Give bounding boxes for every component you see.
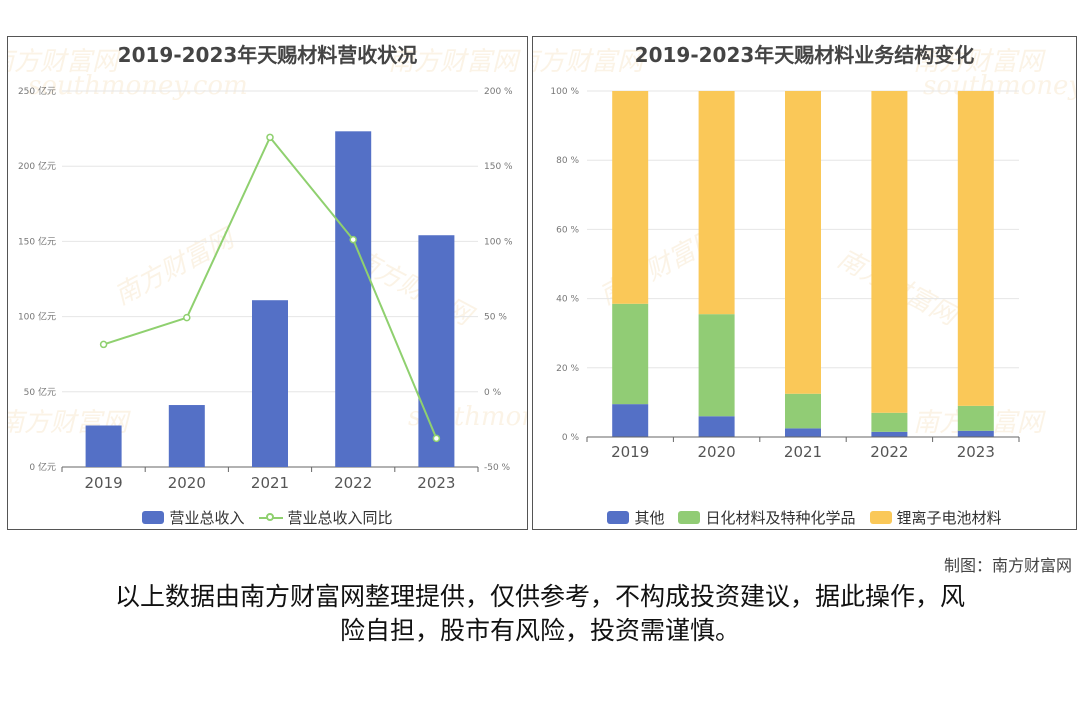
x-tick-label: 2019 (85, 474, 123, 492)
y-tick-label-left: 50 亿元 (24, 386, 56, 398)
legend-swatch (869, 511, 892, 524)
y-tick-label: 60 % (556, 225, 579, 235)
x-tick-label: 2021 (251, 474, 289, 492)
revenue-chart: 0 亿元 50 亿元 100 亿元 150 亿元 200 亿元 250 亿元 -50 % 0 … (18, 85, 513, 492)
legend-item-battery-materials[interactable]: 锂离子电池材料 (869, 507, 1002, 528)
structure-chart: 0 % 20 % 40 % 60 % 80 % 100 % 2019 2020 2021 2022… (550, 87, 1020, 461)
x-tick-label: 2020 (168, 474, 206, 492)
stacked-bar-segment (698, 314, 735, 417)
revenue-bar (252, 300, 288, 467)
structure-chart-panel: 南方财富网 南方财富网 southmoney.com 南方财富网 南方财富网 南… (532, 36, 1077, 530)
stacked-bar-segment (612, 91, 649, 304)
legend-label: 日化材料及特种化学品 (705, 509, 856, 527)
x-tick-label: 2019 (611, 443, 649, 461)
disclaimer: 以上数据由南方财富网整理提供，仅供参考，不构成投资建议，据此操作，风 险自担，股… (70, 580, 1010, 648)
yoy-point (99, 340, 108, 349)
stacked-bar-segment (612, 303, 649, 405)
y-tick-label: 0 % (562, 433, 580, 443)
chart-title: 2019-2023年天赐材料营收状况 (117, 43, 418, 67)
y-tick-label-right: 100 % (484, 237, 513, 247)
y-tick-label: 100 % (550, 87, 579, 97)
y-tick-label: 40 % (556, 295, 579, 305)
legend-swatch (607, 511, 630, 524)
x-tick-label: 2021 (784, 443, 822, 461)
y-tick-label-left: 100 亿元 (18, 311, 56, 323)
revenue-bar (335, 131, 372, 467)
y-tick-label-right: -50 % (484, 463, 511, 473)
legend: 其他 日化材料及特种化学品 锂离子电池材料 (533, 507, 1076, 528)
stacked-bar-segment (957, 405, 994, 431)
x-tick-label: 2022 (334, 474, 372, 492)
stacked-bar-segment (612, 404, 649, 437)
revenue-chart-panel: 南方财富网 southmoney.com 南方财富网 南方财富网 南方财富网 南… (7, 36, 528, 530)
revenue-bar (85, 425, 122, 467)
yoy-point (349, 235, 357, 244)
y-tick-label-right: 200 % (484, 87, 513, 97)
legend-swatch (678, 511, 701, 524)
legend-swatch (258, 512, 283, 524)
legend-label: 营业总收入同比 (287, 509, 393, 527)
legend: 营业总收入 营业总收入同比 (8, 507, 527, 528)
x-tick-label: 2023 (957, 443, 995, 461)
yoy-point (266, 133, 274, 142)
y-tick-label-left: 250 亿元 (18, 85, 56, 97)
stacked-bar-segment (785, 393, 821, 429)
y-tick-label-right: 150 % (484, 162, 513, 172)
legend-swatch (142, 511, 165, 524)
stacked-bar-segment (871, 91, 908, 413)
credit-text: 制图：南方财富网 (943, 556, 1072, 575)
legend-item-revenue-yoy[interactable]: 营业总收入同比 (258, 507, 393, 528)
revenue-bar (418, 235, 455, 467)
stacked-bar-segment (785, 91, 821, 394)
legend-item-revenue[interactable]: 营业总收入 (142, 507, 245, 528)
legend-item-daily-chemical[interactable]: 日化材料及特种化学品 (678, 507, 856, 528)
yoy-point (183, 313, 191, 322)
legend-label: 锂离子电池材料 (896, 509, 1002, 527)
legend-item-other[interactable]: 其他 (607, 507, 664, 528)
disclaimer-line: 险自担，股市有风险，投资需谨慎。 (339, 616, 740, 645)
stacked-bar-segment (785, 428, 821, 437)
revenue-bar (168, 405, 205, 467)
legend-label: 其他 (634, 509, 665, 527)
stacked-bar-segment (698, 416, 735, 437)
x-tick-label: 2023 (417, 474, 455, 492)
stacked-bar-segment (871, 431, 908, 437)
stacked-bar-segment (698, 91, 735, 315)
y-tick-label: 80 % (556, 156, 579, 166)
y-tick-label-right: 0 % (484, 388, 502, 398)
legend-label: 营业总收入 (169, 509, 245, 527)
x-tick-label: 2020 (698, 443, 736, 461)
y-tick-label-left: 0 亿元 (29, 461, 56, 473)
chart-title: 2019-2023年天赐材料业务结构变化 (634, 43, 975, 67)
disclaimer-line: 以上数据由南方财富网整理提供，仅供参考，不构成投资建议，据此操作，风 (114, 582, 965, 611)
x-tick-label: 2022 (870, 443, 908, 461)
y-tick-label-left: 150 亿元 (18, 235, 56, 247)
y-tick-label: 20 % (556, 364, 579, 374)
y-tick-label-left: 200 亿元 (18, 160, 56, 172)
stacked-bar-segment (957, 91, 994, 406)
stacked-bar-segment (957, 430, 994, 437)
yoy-point (432, 434, 441, 443)
y-tick-label-right: 50 % (484, 313, 507, 323)
stacked-bar-segment (871, 412, 908, 432)
